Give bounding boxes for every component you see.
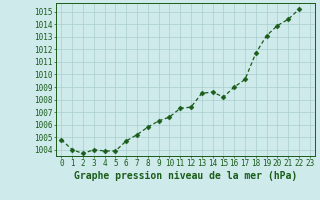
X-axis label: Graphe pression niveau de la mer (hPa): Graphe pression niveau de la mer (hPa) <box>74 171 297 181</box>
